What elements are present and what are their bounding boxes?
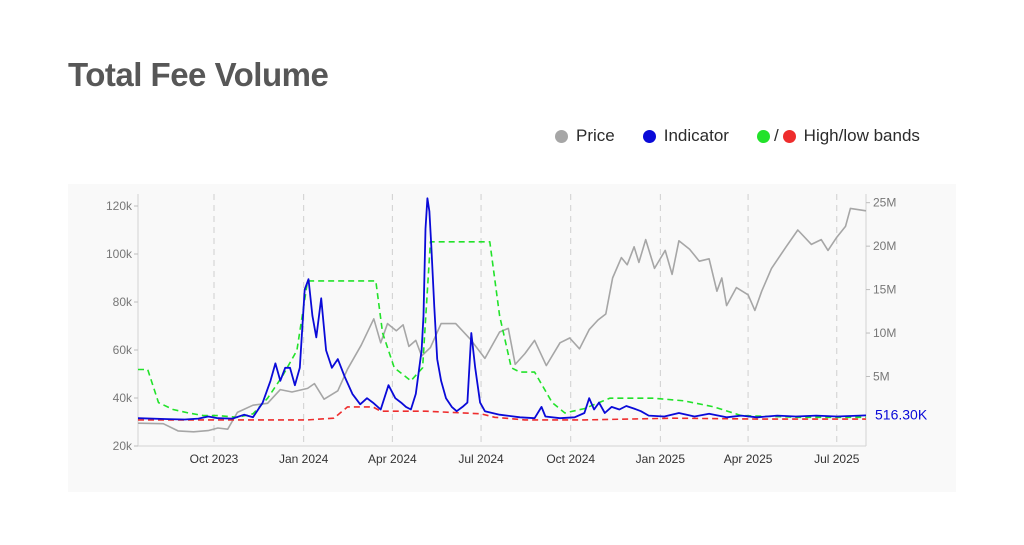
chart-legend: Price Indicator / High/low bands bbox=[555, 126, 920, 146]
y-right-tick-label: 20M bbox=[873, 239, 896, 253]
x-tick-label: Jan 2024 bbox=[279, 452, 329, 466]
legend-band-separator: / bbox=[773, 126, 779, 145]
x-tick-label: Apr 2025 bbox=[724, 452, 773, 466]
y-left-tick-label: 80k bbox=[113, 295, 133, 309]
legend-item-bands[interactable]: / High/low bands bbox=[756, 126, 920, 146]
y-left-tick-label: 20k bbox=[113, 439, 133, 453]
fee-volume-chart: Oct 2023 Jan 2024 Apr 2024 Jul 2024 Oct 2024… bbox=[106, 194, 928, 466]
series-line-high-band bbox=[138, 240, 866, 419]
indicator-legend-dot-icon bbox=[642, 129, 656, 143]
x-tick-label: Oct 2023 bbox=[190, 452, 239, 466]
series-line-price bbox=[137, 207, 867, 433]
x-tick-label: Jul 2025 bbox=[814, 452, 860, 466]
legend-label-price: Price bbox=[576, 126, 615, 145]
legend-item-indicator[interactable]: Indicator bbox=[642, 126, 729, 146]
price-legend-dot-icon bbox=[555, 129, 568, 143]
page-title: Total Fee Volume bbox=[68, 56, 329, 93]
legend-label-bands: High/low bands bbox=[803, 126, 920, 145]
last-value-label: 516.30K bbox=[875, 406, 928, 422]
x-tick-label: Apr 2024 bbox=[368, 452, 417, 466]
y-left-tick-label: 100k bbox=[106, 247, 133, 261]
series-line-indicator bbox=[137, 197, 867, 421]
x-tick-label: Jul 2024 bbox=[458, 452, 504, 466]
y-left-tick-label: 60k bbox=[113, 343, 133, 357]
low-band-legend-dot-icon bbox=[782, 129, 796, 143]
y-right-tick-label: 15M bbox=[873, 283, 896, 297]
y-left-tick-label: 120k bbox=[106, 199, 133, 213]
y-right-tick-label: 5M bbox=[873, 369, 890, 383]
legend-item-price[interactable]: Price bbox=[555, 126, 615, 146]
legend-label-indicator: Indicator bbox=[663, 126, 729, 145]
high-band-legend-dot-icon bbox=[756, 129, 770, 143]
series-line-low-band bbox=[138, 406, 866, 421]
x-tick-label: Oct 2024 bbox=[546, 452, 595, 466]
chart-panel: Oct 2023 Jan 2024 Apr 2024 Jul 2024 Oct 2024… bbox=[68, 184, 956, 492]
x-tick-label: Jan 2025 bbox=[636, 452, 686, 466]
y-right-tick-label: 10M bbox=[873, 326, 896, 340]
y-right-tick-label: 25M bbox=[873, 196, 896, 210]
y-left-tick-label: 40k bbox=[113, 391, 133, 405]
